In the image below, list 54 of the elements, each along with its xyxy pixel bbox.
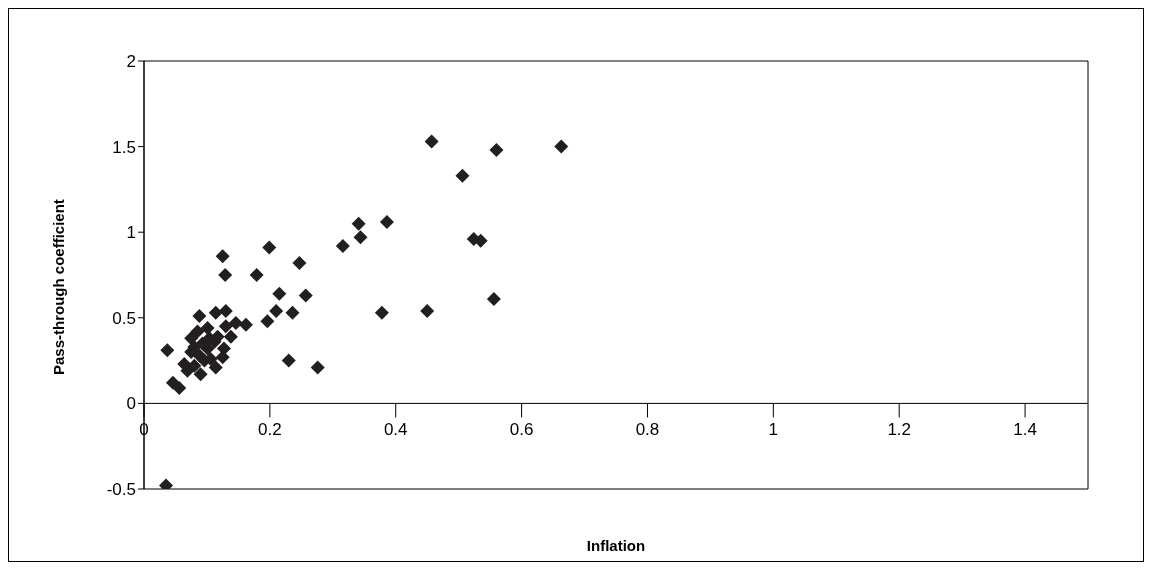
y-tick-label: 2 [126,52,136,72]
point [223,329,238,344]
point [272,286,287,301]
point [260,314,275,329]
x-tick-label: 0.8 [635,420,660,440]
point [172,380,187,395]
point [489,143,504,158]
point [215,249,230,264]
point [424,134,439,149]
point [298,288,313,303]
point [351,216,366,231]
y-tick-label: -0.5 [106,480,136,500]
point [190,324,205,339]
point [486,291,501,306]
point [374,305,389,320]
y-tick-label: 0.5 [112,308,136,328]
x-tick-label: 0.4 [383,420,408,440]
point [285,305,300,320]
point [218,303,233,318]
point [200,321,215,336]
point [554,139,569,154]
x-tick-label: 0.6 [509,420,534,440]
point [281,353,296,368]
x-tick-label: 1.2 [887,420,912,440]
point [160,343,175,358]
point [208,305,223,320]
y-tick-label: 0 [126,394,136,414]
point [215,350,230,365]
point [269,303,284,318]
point [420,303,435,318]
point [249,268,264,282]
point [218,319,233,334]
x-tick-label: 0.2 [258,420,282,440]
point [335,238,350,253]
point [292,256,307,271]
point [218,268,233,282]
point [184,331,199,346]
point [228,315,243,330]
point [353,230,368,245]
point [238,317,253,332]
point [187,358,202,373]
point [379,214,394,229]
point [262,240,277,255]
x-axis-title: Inflation [586,537,646,554]
point [455,168,470,183]
point [192,309,207,324]
x-tick-label: 1 [768,420,779,440]
x-tick-label: 1.4 [1013,420,1037,440]
point [208,360,223,375]
y-tick-label: 1 [126,223,136,243]
y-tick-label: 1.5 [112,137,136,157]
y-axis-title: Pass-through coefficient [50,199,68,375]
point [193,367,208,382]
point [310,360,325,375]
